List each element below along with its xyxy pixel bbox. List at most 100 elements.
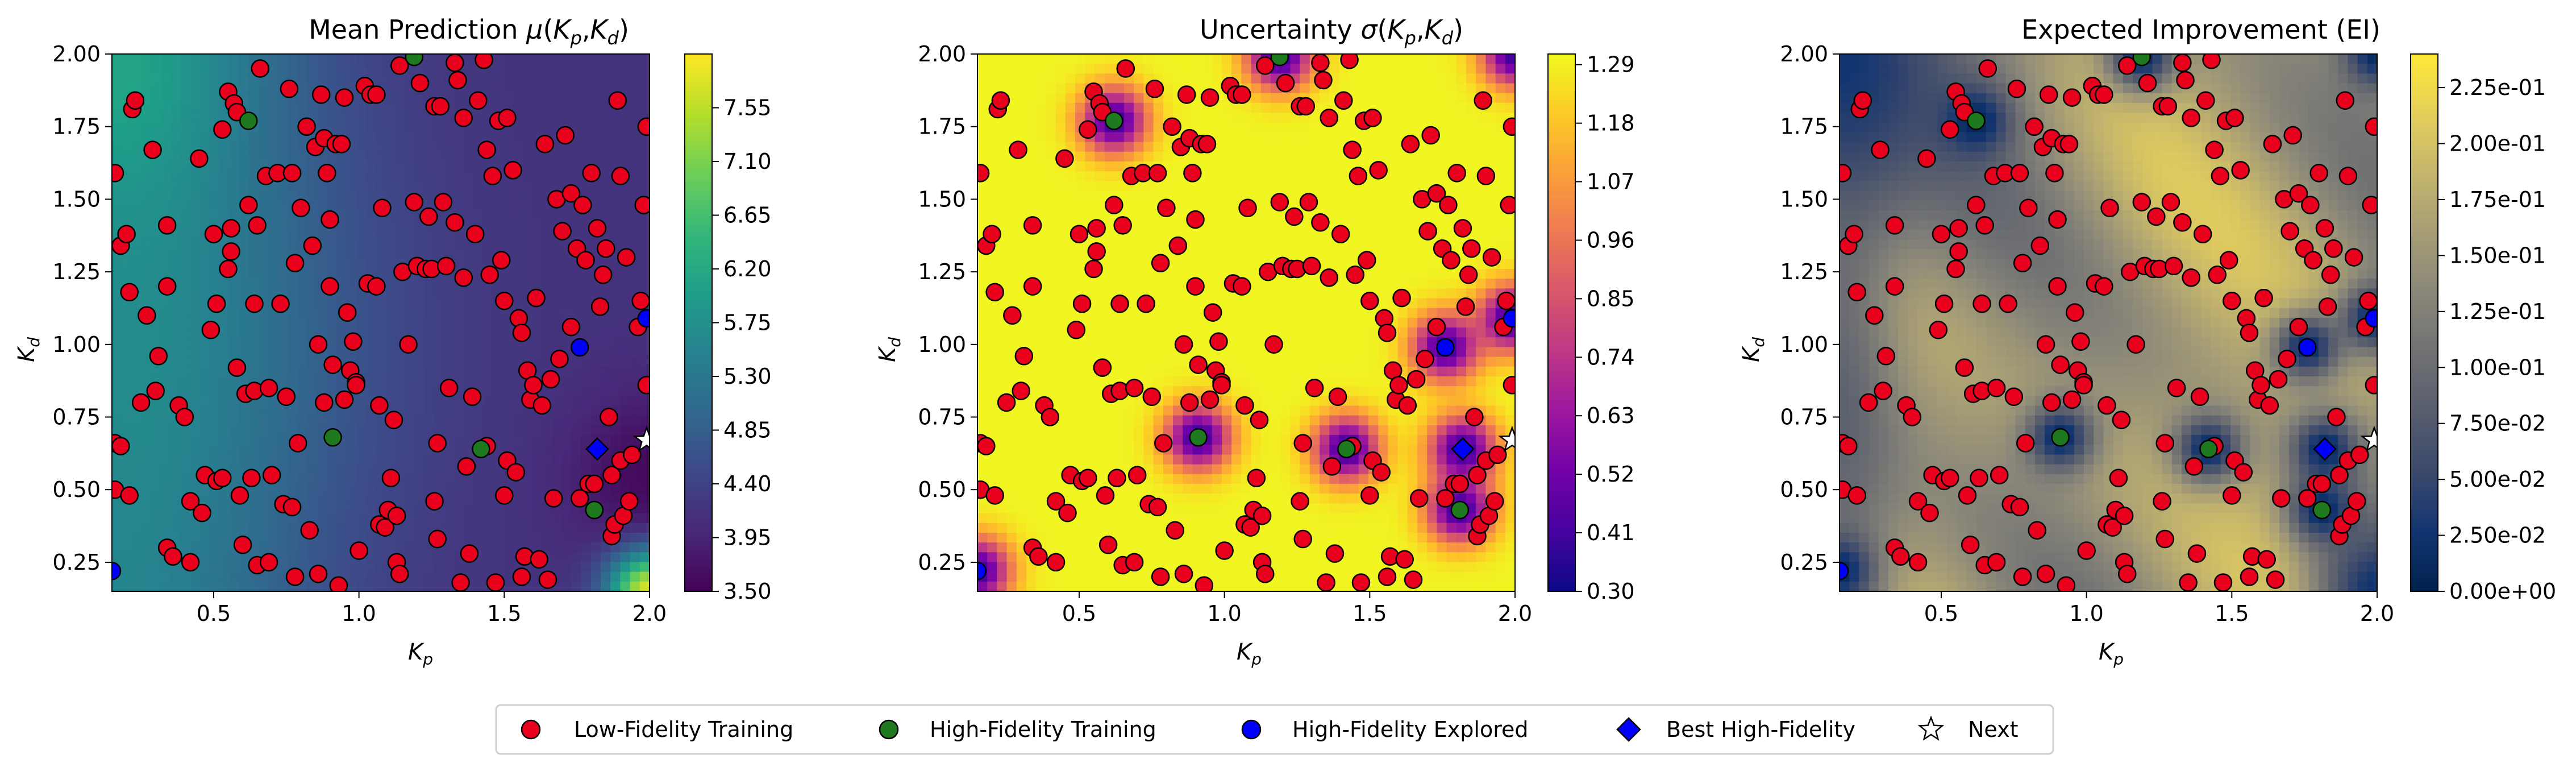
low-fidelity-point <box>285 254 305 273</box>
low-fidelity-point <box>1299 193 1318 212</box>
low-fidelity-point <box>2117 565 2137 583</box>
legend-label-best-high-fidelity: Best High-Fidelity <box>1666 717 1855 742</box>
low-fidelity-point <box>597 239 615 258</box>
low-fidelity-point <box>1343 140 1362 159</box>
low-fidelity-point <box>977 437 996 455</box>
low-fidelity-point <box>1177 85 1196 104</box>
low-fidelity-point <box>1874 382 1892 400</box>
panel-title-uncertainty: Uncertainty σ(Kp,Kd) <box>1200 14 1463 49</box>
colorbar-tick-label: 1.50e-01 <box>2449 243 2546 268</box>
panel-title-mean: Mean Prediction μ(Kp,Kd) <box>309 14 629 49</box>
low-fidelity-point <box>2173 54 2192 72</box>
low-fidelity-point <box>1093 358 1112 377</box>
low-fidelity-point <box>1389 376 1408 395</box>
low-fidelity-point <box>1046 492 1066 511</box>
low-fidelity-point <box>2312 474 2332 494</box>
x-tick-label: 0.5 <box>1062 601 1096 626</box>
low-fidelity-point <box>1917 149 1936 168</box>
low-fidelity-point <box>2301 196 2320 214</box>
low-fidelity-point <box>2257 550 2276 569</box>
low-fidelity-point <box>2184 457 2204 476</box>
low-fidelity-point <box>1137 295 1155 313</box>
low-fidelity-point <box>2304 251 2323 270</box>
low-fidelity-point <box>553 222 572 241</box>
y-tick-label: 0.75 <box>918 405 966 430</box>
low-fidelity-point <box>439 379 459 397</box>
low-fidelity-point <box>1987 379 2006 397</box>
low-fidelity-point <box>457 457 476 476</box>
low-fidelity-point <box>1885 277 1904 296</box>
low-fidelity-point <box>1148 497 1167 517</box>
low-fidelity-point <box>1151 567 1170 586</box>
low-fidelity-point <box>321 210 339 229</box>
low-fidelity-point <box>1317 573 1335 591</box>
low-fidelity-point <box>1847 486 1866 505</box>
y-tick-label: 1.50 <box>52 186 101 212</box>
low-fidelity-point <box>1084 259 1103 279</box>
low-fidelity-point <box>2167 379 2186 397</box>
low-fidelity-point <box>512 324 531 342</box>
low-fidelity-point <box>1331 225 1350 243</box>
low-fidelity-point <box>527 288 546 308</box>
low-fidelity-point <box>436 256 456 276</box>
colorbar-tick-label: 0.96 <box>1587 227 1635 252</box>
y-tick-label: 0.25 <box>1780 550 1828 575</box>
low-fidelity-point <box>297 117 316 136</box>
low-fidelity-point <box>112 437 130 455</box>
high-fidelity-training-point <box>1270 54 1289 67</box>
low-fidelity-point <box>1116 59 1135 78</box>
low-fidelity-point <box>190 149 209 168</box>
low-fidelity-point <box>2365 376 2377 395</box>
low-fidelity-point <box>390 56 409 75</box>
low-fidelity-point <box>222 242 240 261</box>
low-fidelity-point <box>1859 393 1878 412</box>
high-fidelity-training-point <box>405 54 424 67</box>
low-fidelity-point <box>230 486 249 505</box>
low-fidelity-point <box>425 492 444 511</box>
best-high-fidelity-marker <box>1451 437 1475 461</box>
low-fidelity-point <box>1961 536 1980 554</box>
y-tick-label: 0.75 <box>52 405 101 430</box>
low-fidelity-point <box>300 521 319 540</box>
colorbar-ei: 0.00e+00 2.50e-02 5.00e-02 7.50e-02 1.00e-01… <box>2410 53 2556 604</box>
x-tick-label: 2.0 <box>1498 601 1532 626</box>
low-fidelity-point <box>262 466 281 484</box>
low-fidelity-point <box>323 355 342 374</box>
low-fidelity-point <box>332 135 351 154</box>
low-fidelity-point <box>2062 88 2082 107</box>
legend: Low-Fidelity Training High-Fidelity Trai… <box>495 704 2054 755</box>
colorbar-tick-label: 7.50e-02 <box>2449 411 2546 436</box>
low-fidelity-point <box>1174 565 1193 583</box>
low-fidelity-point <box>2196 91 2215 110</box>
points-layer-ei <box>1840 54 2377 591</box>
low-fidelity-point <box>446 213 464 232</box>
low-fidelity-point <box>2318 297 2337 316</box>
low-fidelity-point <box>1014 346 1034 366</box>
low-fidelity-point <box>1293 529 1312 549</box>
low-fidelity-point <box>1003 306 1022 325</box>
low-fidelity-point <box>1346 265 1365 284</box>
low-fidelity-point <box>561 184 581 203</box>
low-fidelity-point <box>1845 225 1863 243</box>
low-fidelity-point <box>239 196 258 214</box>
low-fidelity-point <box>2327 408 2346 426</box>
low-fidelity-point <box>2179 573 2198 591</box>
x-tick-label: 1.0 <box>2069 601 2103 626</box>
low-fidelity-point <box>590 297 610 316</box>
y-tick-label: 1.75 <box>52 114 101 139</box>
low-fidelity-point <box>1311 54 1330 72</box>
low-fidelity-point <box>381 469 401 488</box>
low-fidelity-point <box>1372 463 1391 482</box>
colorbar-tick-label: 1.00e-01 <box>2449 355 2546 380</box>
colorbar-tick-label: 6.65 <box>723 203 772 228</box>
low-fidelity-point <box>1439 196 1458 214</box>
low-fidelity-point <box>2266 570 2285 589</box>
low-fidelity-point <box>634 196 650 214</box>
low-fidelity-point <box>1975 216 1994 235</box>
low-fidelity-point <box>2187 544 2207 563</box>
low-fidelity-point <box>410 73 430 93</box>
low-fidelity-point <box>1145 80 1164 98</box>
low-fidelity-point <box>1302 256 1321 276</box>
colorbar-tick-label: 0.52 <box>1587 462 1635 487</box>
low-fidelity-point <box>213 469 232 488</box>
